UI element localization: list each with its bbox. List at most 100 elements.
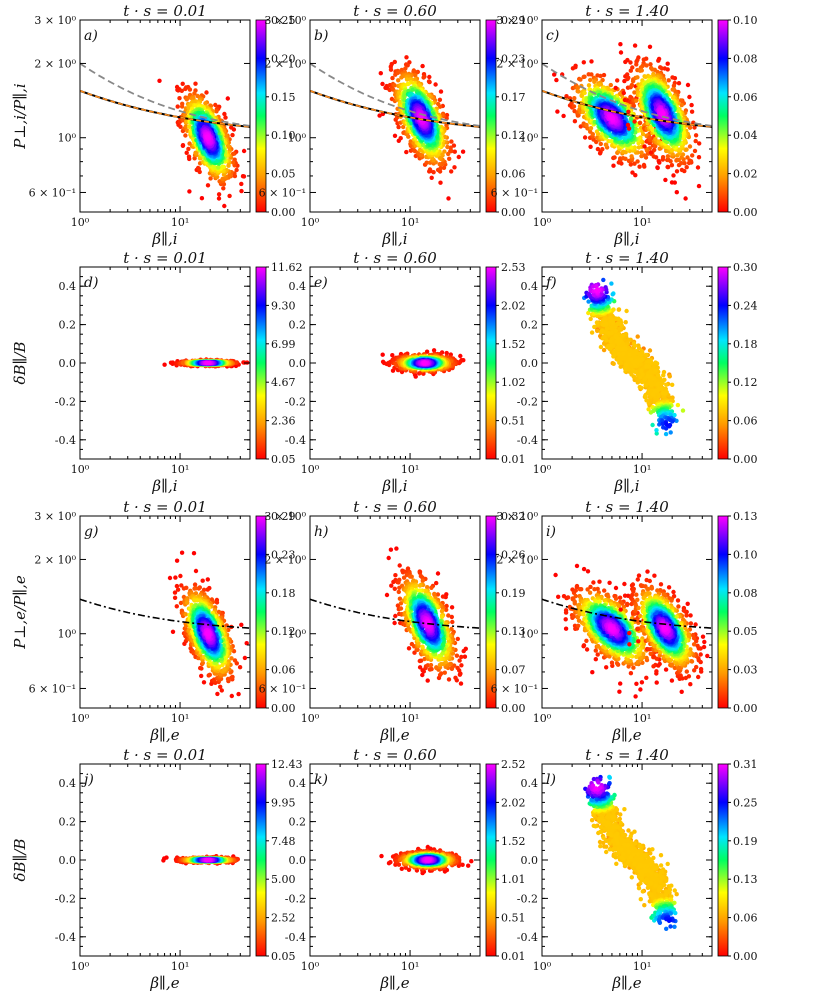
scatter-points: [542, 42, 712, 201]
point: [653, 137, 658, 142]
point: [380, 352, 385, 357]
point: [230, 151, 236, 157]
x-tick-label: 10¹: [171, 216, 189, 229]
point: [221, 186, 226, 191]
colorbar-tick-label: 0.05: [271, 168, 296, 181]
point: [178, 124, 183, 129]
point: [446, 196, 451, 201]
point: [426, 92, 431, 98]
point: [600, 147, 605, 152]
point: [634, 98, 639, 103]
point: [222, 111, 227, 117]
point: [230, 132, 235, 138]
point: [424, 349, 430, 354]
point: [216, 196, 222, 201]
panel-label: b): [314, 28, 328, 44]
point: [655, 165, 660, 170]
colorbar-tick-label: 0.17: [501, 91, 526, 104]
point: [452, 165, 457, 170]
point: [692, 148, 698, 154]
point: [220, 164, 225, 169]
point: [390, 353, 395, 358]
point: [571, 104, 577, 109]
point: [441, 165, 447, 170]
point: [240, 174, 246, 179]
point: [183, 124, 189, 129]
point: [687, 144, 693, 149]
point: [590, 132, 595, 137]
point: [586, 83, 592, 88]
y-tick-label: 10⁰: [58, 132, 77, 145]
scatter-points: [310, 55, 480, 201]
point: [619, 161, 624, 166]
point: [208, 176, 213, 181]
point: [460, 149, 466, 154]
point: [695, 165, 701, 170]
point: [438, 165, 443, 171]
panel-label: a): [84, 28, 98, 44]
point: [632, 119, 637, 124]
point: [584, 122, 589, 128]
curve-dashed-orange: [310, 90, 480, 128]
point: [637, 120, 643, 126]
colorbar-tick-label: 0.10: [271, 129, 296, 142]
point: [564, 94, 569, 99]
point: [687, 125, 693, 130]
point: [674, 169, 680, 174]
point: [625, 57, 630, 63]
point: [575, 85, 581, 90]
point: [187, 124, 192, 129]
point: [205, 134, 210, 140]
point: [660, 155, 666, 160]
point: [214, 109, 219, 114]
scatter-points: [162, 357, 250, 369]
point: [604, 142, 609, 148]
point: [582, 74, 587, 79]
colorbar: [485, 19, 497, 213]
point: [598, 141, 603, 147]
curve-dashed-orange: [80, 90, 250, 128]
point: [179, 104, 185, 109]
point: [241, 148, 247, 154]
colorbar-tick-label: 0.29: [501, 14, 526, 27]
curve-dashed-gray: [310, 62, 480, 127]
point: [431, 170, 436, 175]
point: [216, 164, 221, 170]
point: [634, 62, 639, 67]
point: [676, 81, 682, 86]
y-tick-label: 10⁰: [520, 132, 539, 145]
point: [626, 131, 631, 137]
point: [234, 167, 239, 173]
point: [451, 143, 457, 148]
y-tick-label: 3 × 10⁰: [34, 14, 76, 27]
point: [648, 62, 653, 67]
point: [601, 72, 607, 78]
point: [586, 72, 591, 77]
point: [429, 175, 434, 180]
colorbar-tick-label: 0.15: [271, 91, 296, 104]
point: [609, 139, 614, 144]
point: [419, 153, 425, 158]
point: [404, 149, 409, 155]
point: [396, 78, 401, 83]
point: [393, 361, 399, 367]
point: [623, 156, 628, 161]
point: [684, 165, 689, 170]
point: [581, 60, 586, 65]
point: [658, 65, 663, 70]
point: [625, 122, 631, 128]
point: [693, 138, 698, 144]
point: [582, 135, 588, 140]
scatter-points: [80, 62, 250, 209]
point: [410, 87, 415, 93]
point: [696, 183, 702, 189]
colorbar-tick-label: 0.06: [501, 168, 526, 181]
point: [670, 75, 675, 80]
point: [671, 173, 676, 178]
colorbar-tick-label: 11.62: [271, 261, 303, 274]
point: [689, 102, 694, 108]
point: [401, 124, 406, 130]
